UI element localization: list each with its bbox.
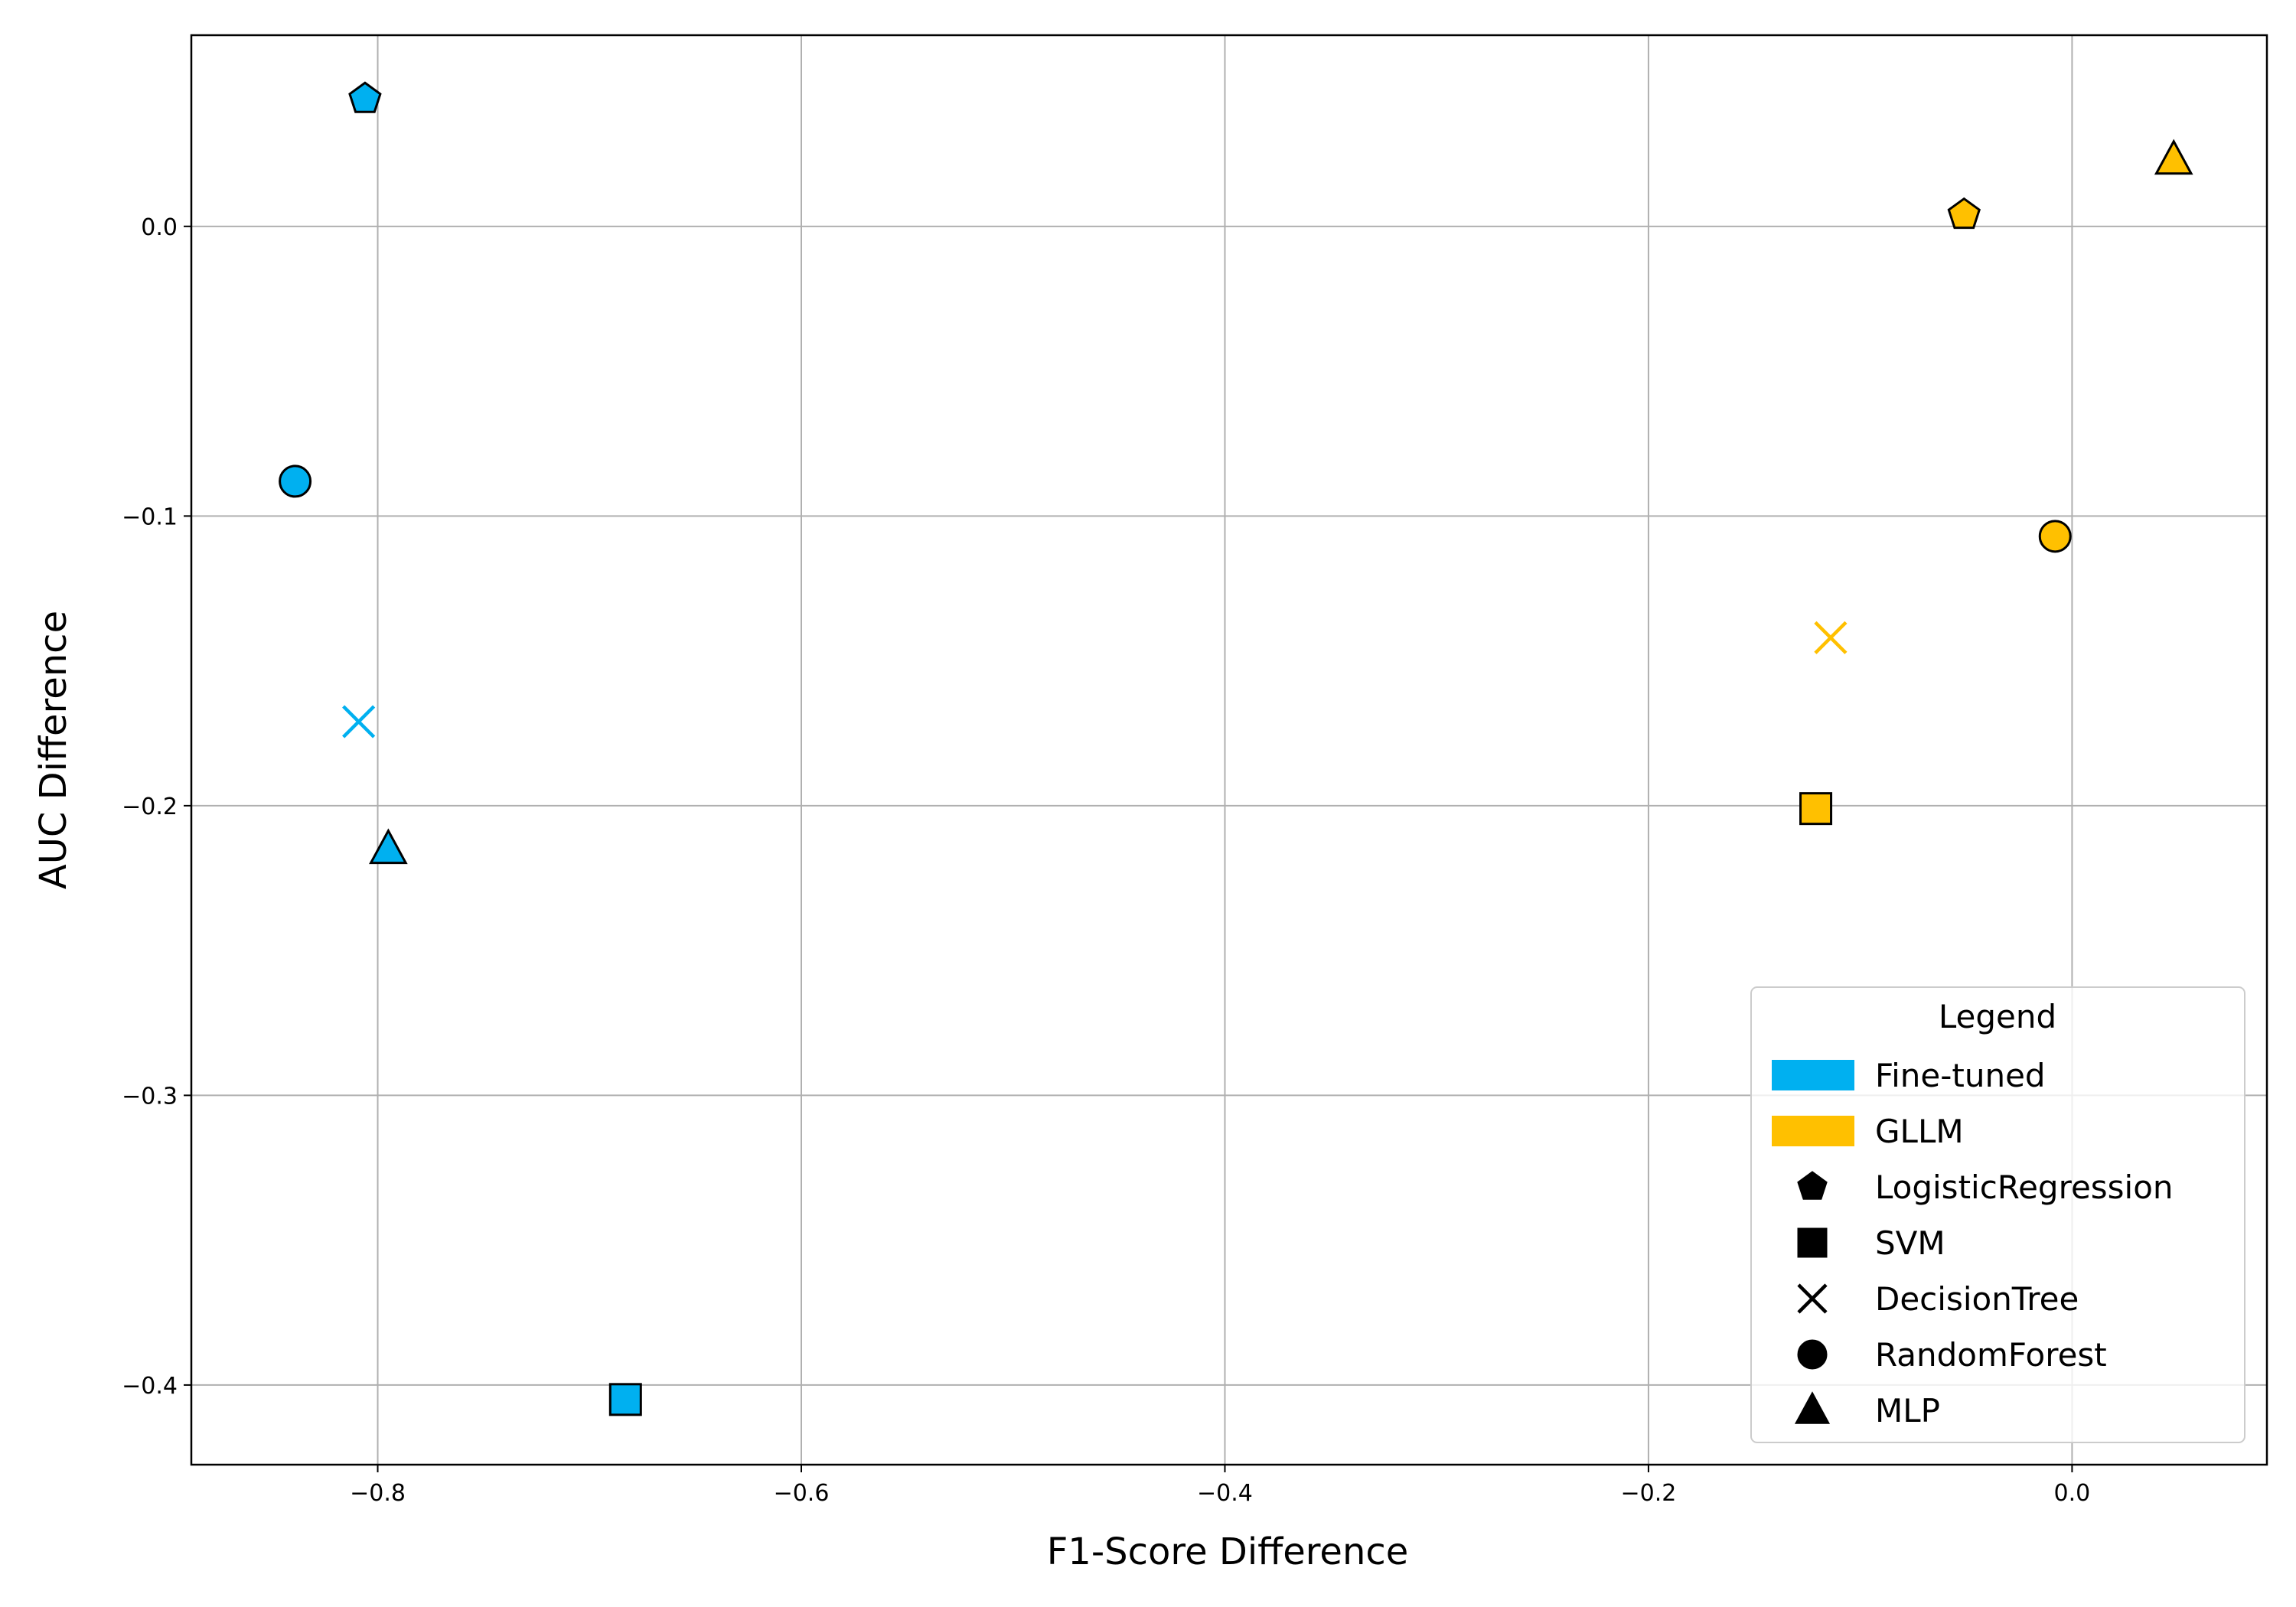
- legend-marker-svm: [1797, 1227, 1828, 1258]
- x-tick-label: −0.8: [350, 1480, 406, 1507]
- y-tick-label: −0.2: [122, 794, 178, 820]
- point-gllm-logisticregression: [1947, 197, 1981, 230]
- legend-label: MLP: [1875, 1392, 1940, 1429]
- x-tick-label: −0.6: [774, 1480, 830, 1507]
- y-tick-label: −0.1: [122, 504, 178, 530]
- point-gllm-randomforest: [2038, 520, 2072, 553]
- legend-label: GLLM: [1875, 1113, 1964, 1150]
- point-fine-tuned-svm: [608, 1383, 642, 1416]
- point-gllm-mlp: [2154, 139, 2193, 175]
- plot-frame: [190, 34, 2268, 1466]
- point-fine-tuned-mlp: [369, 828, 408, 865]
- point-gllm-svm: [1799, 792, 1833, 826]
- y-axis-label: AUC Difference: [32, 611, 75, 889]
- axis-ticks: −0.8 −0.6 −0.4 −0.2 0.0 0.0 −0.1 −0.2 −0.3 −0.4: [122, 214, 2090, 1507]
- plot-border: [190, 34, 2268, 1466]
- legend-label: LogisticRegression: [1875, 1169, 2174, 1206]
- legend-label: Fine-tuned: [1875, 1057, 2046, 1094]
- legend-marker-randomforest: [1797, 1339, 1828, 1370]
- y-tick-label: −0.4: [122, 1373, 178, 1400]
- legend-label: DecisionTree: [1875, 1280, 2079, 1318]
- legend-label: SVM: [1875, 1224, 1945, 1262]
- x-axis-label: F1-Score Difference: [1047, 1530, 1409, 1573]
- data-points: [279, 81, 2193, 1416]
- legend-items: Fine-tuned GLLM LogisticRegression SVM Decis…: [1772, 1057, 2174, 1429]
- point-fine-tuned-randomforest: [279, 464, 312, 498]
- legend-marker-mlp: [1794, 1391, 1831, 1424]
- legend-title: Legend: [1939, 998, 2056, 1035]
- legend: Legend Fine-tuned GLLM LogisticRegression S…: [1750, 986, 2245, 1443]
- legend-marker-decisiontree: [1797, 1283, 1828, 1314]
- x-tick-label: −0.2: [1621, 1480, 1677, 1507]
- point-fine-tuned-decisiontree: [342, 705, 376, 738]
- point-gllm-decisiontree: [1814, 621, 1848, 654]
- legend-marker-logisticregression: [1797, 1171, 1828, 1200]
- y-tick-label: 0.0: [141, 214, 178, 241]
- point-fine-tuned-logisticregression: [348, 81, 382, 113]
- legend-box: [1750, 986, 2245, 1443]
- y-tick-label: −0.3: [122, 1083, 178, 1110]
- legend-swatch-gllm: [1772, 1116, 1854, 1146]
- legend-swatch-fine-tuned: [1772, 1060, 1854, 1090]
- x-tick-label: 0.0: [2054, 1480, 2091, 1507]
- legend-label: RandomForest: [1875, 1336, 2107, 1374]
- x-tick-label: −0.4: [1197, 1480, 1253, 1507]
